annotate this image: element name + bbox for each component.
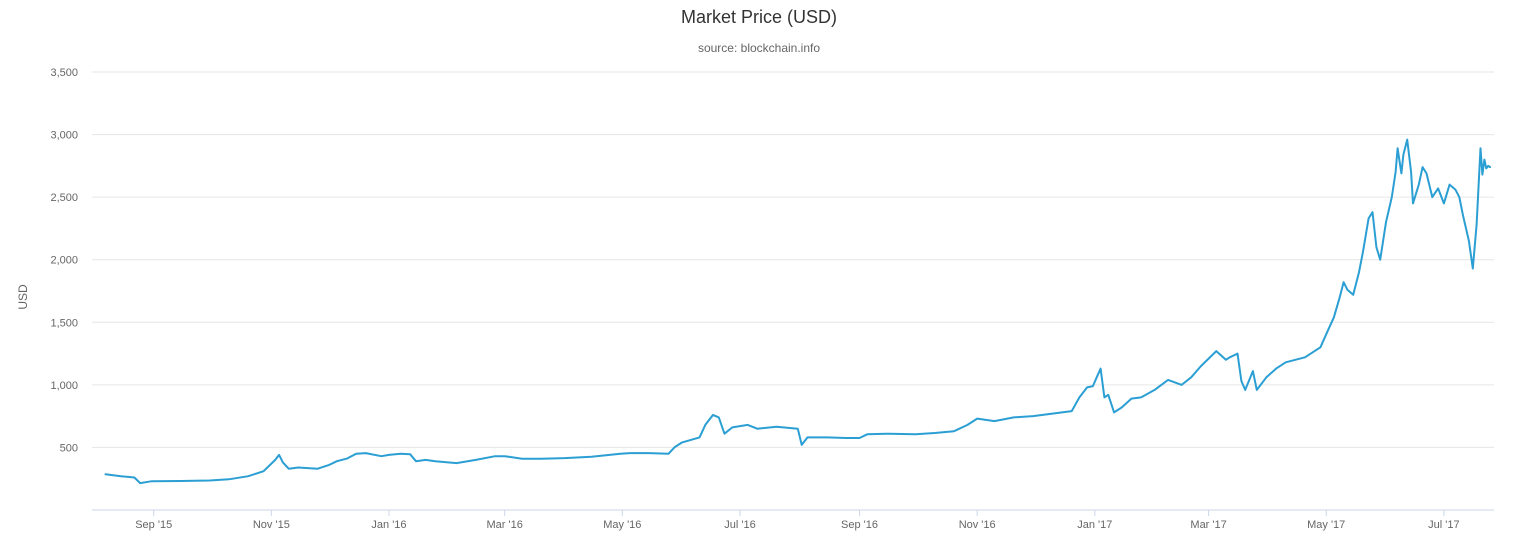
price-series-line: [104, 138, 1492, 485]
y-tick-label: 1,000: [50, 380, 78, 392]
chart-subtitle: source: blockchain.info: [698, 41, 820, 55]
x-tick-label: Nov '16: [959, 519, 996, 531]
chart-title: Market Price (USD): [681, 7, 837, 27]
y-tick-label: 2,000: [50, 255, 78, 267]
y-tick-label: 3,000: [50, 130, 78, 142]
y-tick-label: 3,500: [50, 67, 78, 79]
x-axis-ticks: Sep '15 Nov '15 Jan '16 Mar '16 May '16 Jul '…: [135, 510, 1460, 531]
x-tick-label: Nov '15: [253, 519, 290, 531]
x-tick-label: Mar '17: [1190, 519, 1226, 531]
gridlines: [92, 71, 1494, 448]
x-tick-label: Mar '16: [487, 519, 523, 531]
y-tick-label: 1,500: [50, 317, 78, 329]
y-tick-label: 2,500: [50, 192, 78, 204]
x-tick-label: Sep '16: [841, 519, 878, 531]
x-tick-label: Sep '15: [135, 519, 172, 531]
y-axis-ticks: 500 1,000 1,500 2,000 2,500 3,000 3,500: [50, 67, 78, 454]
x-tick-label: May '16: [603, 519, 641, 531]
x-tick-label: May '17: [1307, 519, 1345, 531]
x-tick-label: Jul '16: [724, 519, 755, 531]
series-layer: [104, 138, 1492, 485]
x-tick-label: Jan '16: [371, 519, 406, 531]
x-tick-label: Jan '17: [1077, 519, 1112, 531]
x-tick-label: Jul '17: [1428, 519, 1459, 531]
y-axis-label: USD: [16, 284, 30, 310]
y-tick-label: 500: [60, 442, 78, 454]
